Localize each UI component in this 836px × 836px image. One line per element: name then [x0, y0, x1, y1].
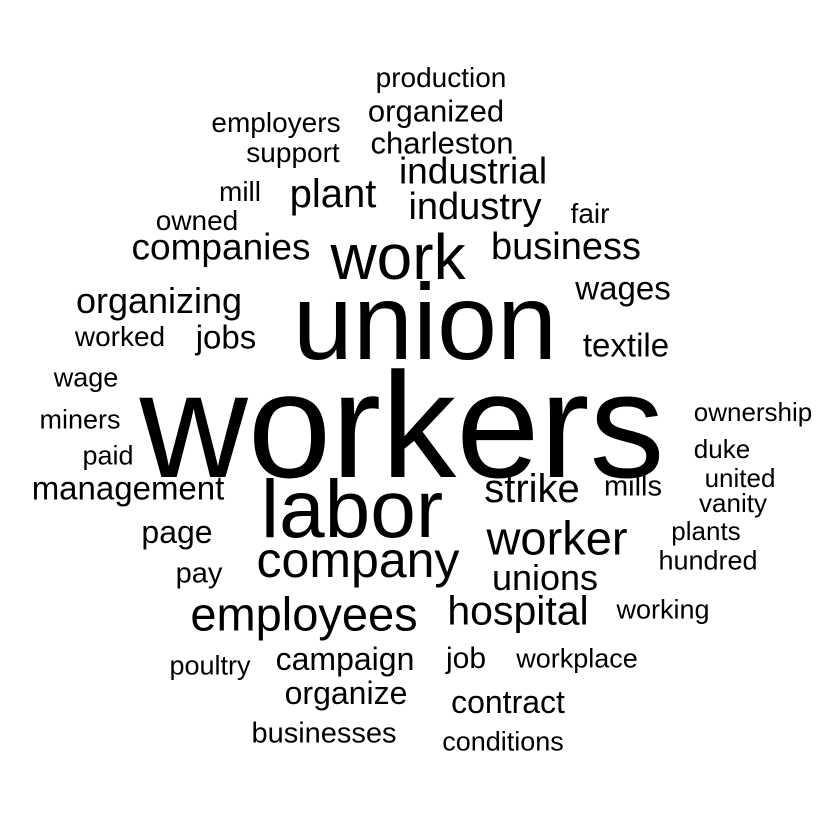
word-organized: organized [367, 93, 505, 129]
word-vanity: vanity [699, 488, 767, 518]
word-contract: contract [451, 684, 565, 720]
word-duke: duke [693, 434, 751, 464]
word-mills: mills [604, 470, 662, 503]
word-fair: fair [570, 198, 610, 229]
word-plants: plants [671, 516, 741, 546]
word-union: union [292, 261, 558, 382]
word-workers: workers [139, 341, 665, 509]
word-plant: plant [289, 172, 377, 216]
word-page: page [141, 514, 213, 550]
word-hundred: hundred [658, 545, 758, 576]
word-industry: industry [408, 186, 542, 228]
word-work: work [330, 221, 466, 293]
word-organize: organize [284, 675, 408, 711]
word-worker: worker [486, 511, 628, 565]
word-united: united [704, 463, 776, 493]
word-support: support [246, 137, 340, 168]
word-workplace: workplace [516, 643, 638, 674]
word-job: job [445, 642, 487, 675]
word-unions: unions [491, 557, 599, 598]
word-employers: employers [211, 107, 341, 138]
word-conditions: conditions [442, 726, 564, 757]
word-businesses: businesses [251, 717, 397, 750]
word-wages: wages [575, 269, 671, 307]
word-company: company [256, 532, 460, 588]
word-working: working [616, 594, 710, 625]
word-management: management [31, 469, 225, 507]
word-employees: employees [190, 587, 418, 641]
word-textile: textile [582, 326, 670, 364]
word-hospital: hospital [447, 587, 589, 634]
word-mill: mill [219, 176, 261, 207]
word-miners: miners [39, 404, 121, 435]
word-paid: paid [82, 440, 134, 471]
word-companies: companies [131, 226, 311, 268]
word-strike: strike [484, 467, 580, 511]
word-organizing: organizing [75, 280, 243, 321]
word-poultry: poultry [169, 650, 251, 681]
word-business: business [491, 226, 641, 268]
word-wage: wage [53, 362, 119, 393]
word-ownership: ownership [693, 397, 813, 427]
word-owned: owned [155, 205, 239, 236]
word-industrial: industrial [398, 150, 548, 192]
word-campaign: campaign [275, 641, 415, 677]
word-jobs: jobs [195, 318, 257, 356]
word-labor: labor [260, 464, 444, 555]
word-production: production [375, 62, 507, 93]
word-worked: worked [74, 321, 166, 352]
word-pay: pay [175, 557, 223, 590]
word-charleston: charleston [370, 125, 514, 161]
